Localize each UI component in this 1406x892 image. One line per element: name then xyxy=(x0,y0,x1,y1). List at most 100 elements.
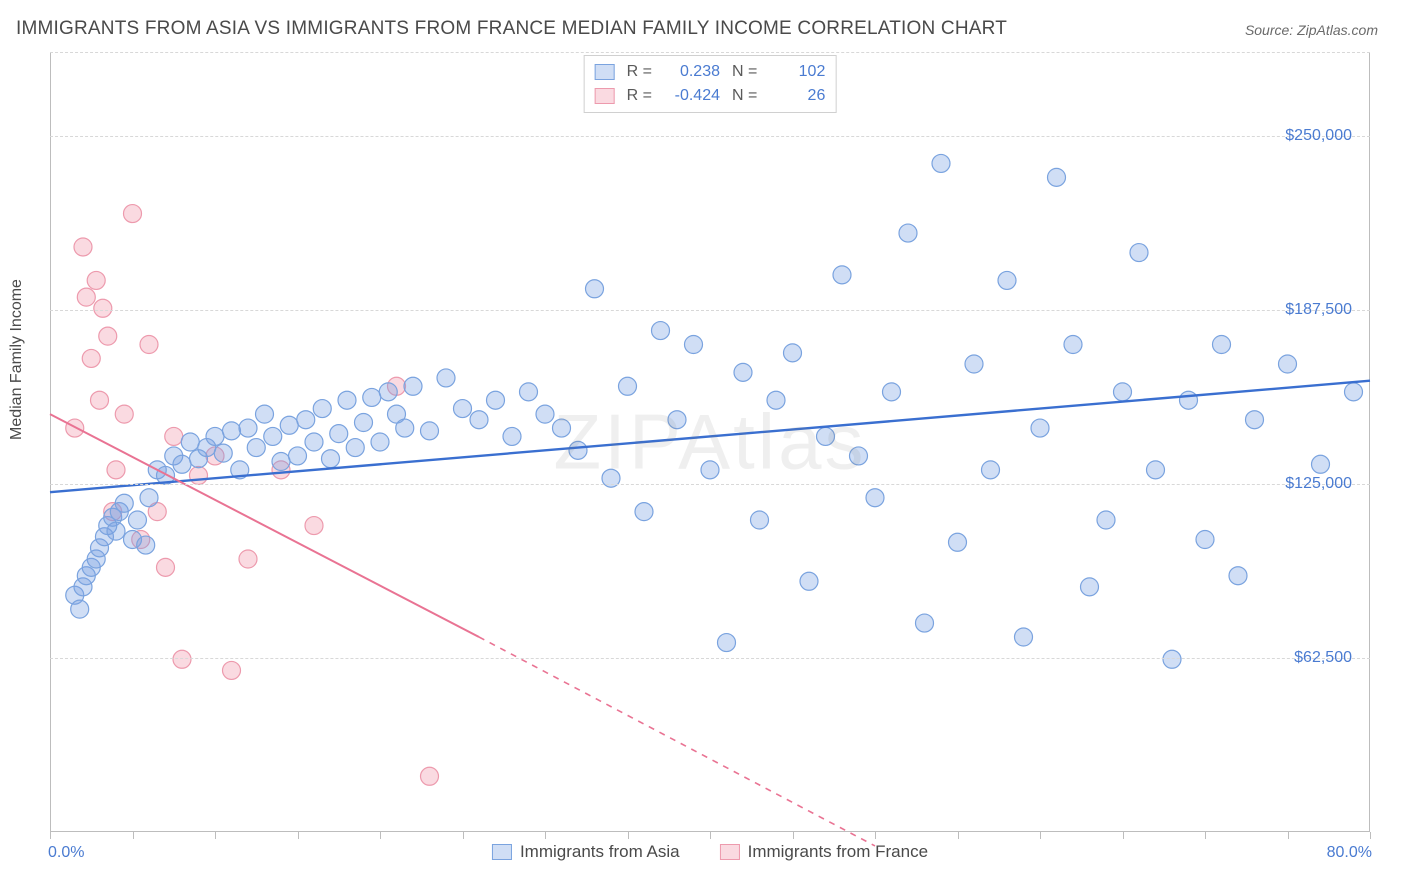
x-axis-start: 0.0% xyxy=(48,844,84,862)
data-point xyxy=(346,439,364,457)
data-point xyxy=(998,271,1016,289)
ytick-label: $62,500 xyxy=(1294,649,1352,667)
data-point xyxy=(94,299,112,317)
xtick xyxy=(463,832,464,839)
xtick xyxy=(1288,832,1289,839)
data-point xyxy=(157,558,175,576)
data-point xyxy=(949,533,967,551)
data-point xyxy=(800,572,818,590)
data-point xyxy=(899,224,917,242)
data-point xyxy=(487,391,505,409)
scatter-plot xyxy=(50,52,1370,832)
data-point xyxy=(322,450,340,468)
data-point xyxy=(165,427,183,445)
data-point xyxy=(82,349,100,367)
data-point xyxy=(751,511,769,529)
legend-n-label: N = xyxy=(732,87,757,105)
data-point xyxy=(1114,383,1132,401)
data-point xyxy=(1130,244,1148,262)
xtick xyxy=(628,832,629,839)
data-point xyxy=(553,419,571,437)
data-point xyxy=(74,238,92,256)
data-point xyxy=(107,461,125,479)
data-point xyxy=(1213,336,1231,354)
data-point xyxy=(1031,419,1049,437)
data-point xyxy=(1279,355,1297,373)
data-point xyxy=(932,154,950,172)
xtick xyxy=(380,832,381,839)
data-point xyxy=(718,634,736,652)
data-point xyxy=(421,422,439,440)
data-point xyxy=(1246,411,1264,429)
data-point xyxy=(379,383,397,401)
data-point xyxy=(1081,578,1099,596)
data-point xyxy=(668,411,686,429)
xtick xyxy=(50,832,51,839)
chart-area: ZIPAtlas R = 0.238 N = 102 R = -0.424 N … xyxy=(50,52,1370,832)
ytick-label: $125,000 xyxy=(1285,475,1352,493)
data-point xyxy=(1229,567,1247,585)
xtick xyxy=(1040,832,1041,839)
legend-label-france: Immigrants from France xyxy=(748,842,928,862)
data-point xyxy=(107,522,125,540)
data-point xyxy=(520,383,538,401)
data-point xyxy=(173,455,191,473)
legend-row-france: R = -0.424 N = 26 xyxy=(595,84,826,108)
data-point xyxy=(239,419,257,437)
gridline xyxy=(50,658,1370,659)
data-point xyxy=(297,411,315,429)
legend-n-france: 26 xyxy=(765,87,825,105)
data-point xyxy=(1196,531,1214,549)
data-point xyxy=(965,355,983,373)
data-point xyxy=(404,377,422,395)
data-point xyxy=(115,405,133,423)
data-point xyxy=(586,280,604,298)
data-point xyxy=(1312,455,1330,473)
xtick xyxy=(1370,832,1371,839)
data-point xyxy=(1048,168,1066,186)
data-point xyxy=(247,439,265,457)
data-point xyxy=(264,427,282,445)
data-point xyxy=(330,425,348,443)
xtick xyxy=(1205,832,1206,839)
data-point xyxy=(569,441,587,459)
data-point xyxy=(784,344,802,362)
xtick xyxy=(958,832,959,839)
data-point xyxy=(701,461,719,479)
data-point xyxy=(437,369,455,387)
swatch-asia xyxy=(492,844,512,860)
data-point xyxy=(87,271,105,289)
data-point xyxy=(124,205,142,223)
data-point xyxy=(1345,383,1363,401)
data-point xyxy=(272,453,290,471)
data-point xyxy=(289,447,307,465)
data-point xyxy=(214,444,232,462)
gridline xyxy=(50,136,1370,137)
data-point xyxy=(916,614,934,632)
data-point xyxy=(99,327,117,345)
data-point xyxy=(338,391,356,409)
data-point xyxy=(140,489,158,507)
data-point xyxy=(128,511,146,529)
swatch-france xyxy=(595,88,615,104)
data-point xyxy=(1097,511,1115,529)
xtick xyxy=(133,832,134,839)
data-point xyxy=(77,288,95,306)
data-point xyxy=(767,391,785,409)
trend-line xyxy=(479,637,875,846)
xtick xyxy=(793,832,794,839)
data-point xyxy=(982,461,1000,479)
legend-r-asia: 0.238 xyxy=(660,63,720,81)
data-point xyxy=(866,489,884,507)
gridline xyxy=(50,484,1370,485)
data-point xyxy=(833,266,851,284)
data-point xyxy=(817,427,835,445)
gridline xyxy=(50,310,1370,311)
data-point xyxy=(137,536,155,554)
xtick xyxy=(215,832,216,839)
legend-n-label: N = xyxy=(732,63,757,81)
xtick xyxy=(875,832,876,839)
data-point xyxy=(1064,336,1082,354)
data-point xyxy=(223,422,241,440)
legend-item-france: Immigrants from France xyxy=(720,842,928,862)
